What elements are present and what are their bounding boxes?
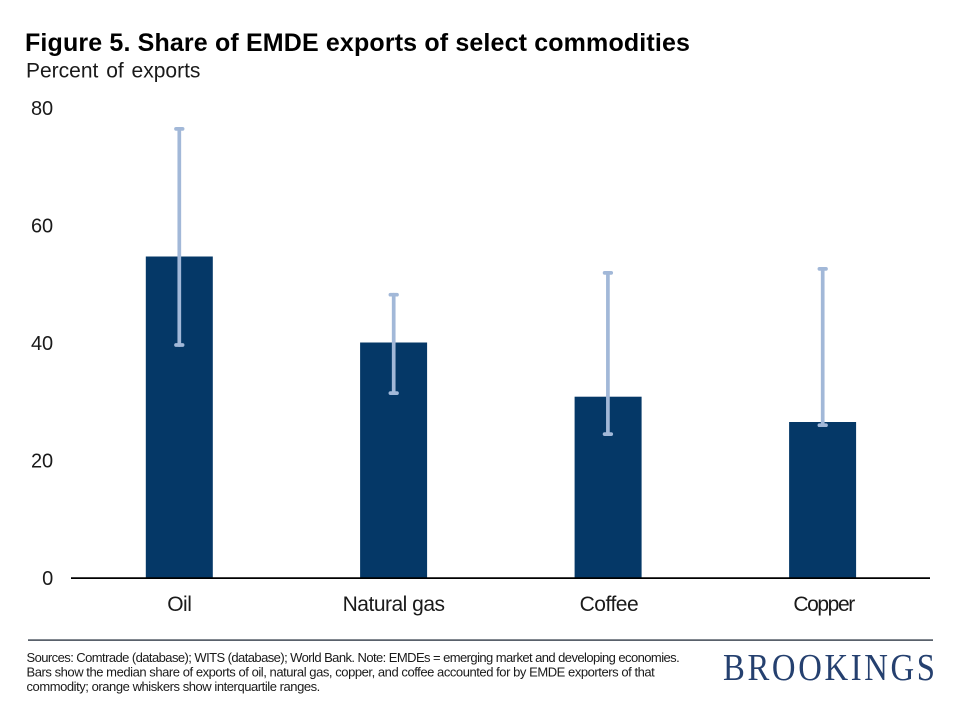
svg-text:Figure 5. Share of EMDE export: Figure 5. Share of EMDE exports of selec… — [25, 29, 690, 57]
svg-text:Natural gas: Natural gas — [343, 593, 445, 616]
svg-text:Copper: Copper — [793, 593, 855, 616]
svg-text:Sources: Comtrade (database);: Sources: Comtrade (database); WITS (data… — [27, 650, 680, 665]
svg-text:Oil: Oil — [167, 593, 191, 616]
svg-text:commodity; orange whiskers sho: commodity; orange whiskers show interqua… — [27, 679, 320, 694]
svg-text:Percent of exports: Percent of exports — [26, 59, 200, 82]
svg-text:0: 0 — [42, 568, 53, 590]
svg-text:20: 20 — [31, 451, 53, 473]
svg-text:Coffee: Coffee — [580, 593, 639, 616]
svg-text:BROOKINGS: BROOKINGS — [723, 646, 938, 689]
svg-text:80: 80 — [31, 98, 53, 120]
svg-text:40: 40 — [31, 333, 53, 355]
svg-text:60: 60 — [31, 216, 53, 238]
svg-text:Bars show the median share of: Bars show the median share of exports of… — [27, 665, 656, 680]
